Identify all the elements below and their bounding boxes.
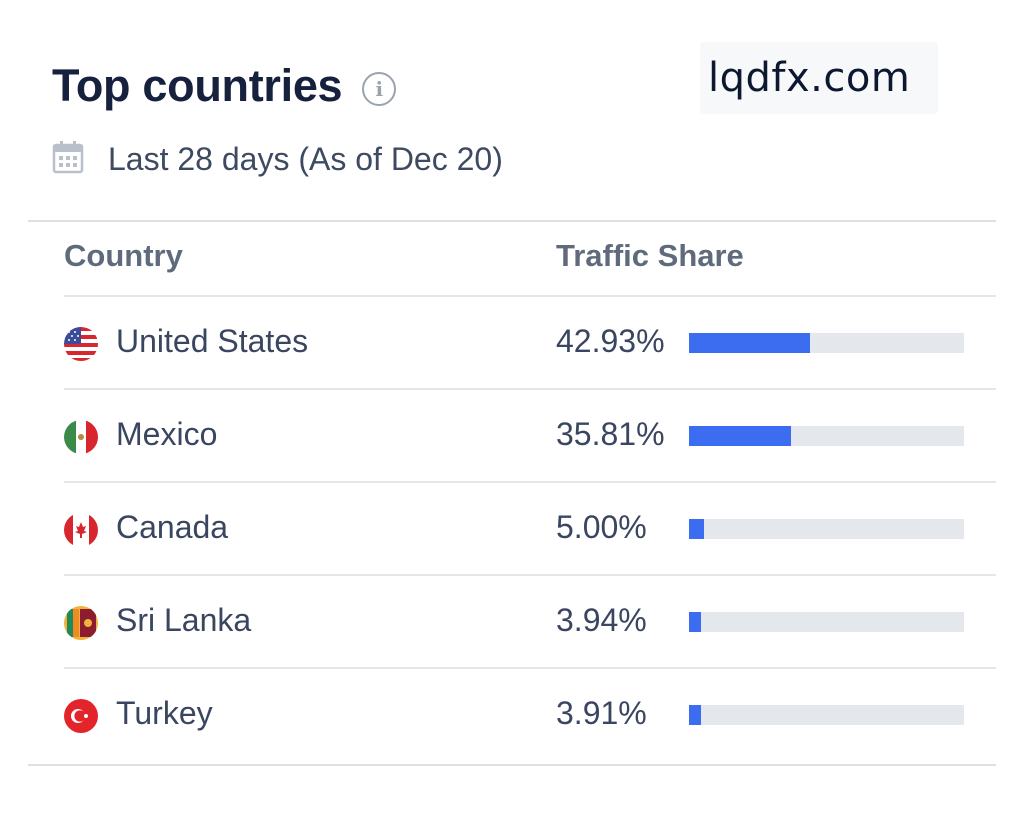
traffic-share-value: 3.94% (556, 602, 647, 638)
table-row[interactable]: United States 42.93% (64, 295, 996, 388)
table-row[interactable]: Canada 5.00% (64, 481, 996, 574)
flag-sri-lanka-icon (64, 606, 98, 640)
country-name: Canada (116, 509, 229, 545)
table-bottom-divider (28, 764, 996, 766)
traffic-share-bar (689, 426, 964, 446)
traffic-share-value: 35.81% (556, 416, 665, 452)
traffic-share-bar (689, 705, 964, 725)
table-row[interactable]: Turkey 3.91% (64, 667, 996, 760)
header-divider (28, 220, 996, 222)
flag-mexico-icon (64, 420, 98, 454)
column-header-traffic-share[interactable]: Traffic Share (556, 238, 744, 273)
calendar-icon (52, 140, 108, 179)
widget-header: Top countries i (52, 60, 397, 112)
date-range-text: Last 28 days (As of Dec 20) (108, 141, 503, 177)
country-name: United States (116, 323, 309, 359)
traffic-share-bar (689, 333, 964, 353)
flag-turkey-icon (64, 699, 98, 733)
traffic-share-bar-fill (689, 612, 701, 632)
country-name: Turkey (116, 695, 213, 731)
watermark-text: lqdfx.com (700, 42, 938, 114)
country-name: Mexico (116, 416, 218, 452)
table-row[interactable]: Mexico 35.81% (64, 388, 996, 481)
column-header-country[interactable]: Country (64, 238, 183, 273)
flag-us-icon (64, 327, 98, 361)
traffic-share-value: 5.00% (556, 509, 647, 545)
table-row[interactable]: Sri Lanka 3.94% (64, 574, 996, 667)
traffic-share-bar-fill (689, 333, 810, 353)
traffic-share-value: 42.93% (556, 323, 665, 359)
country-name: Sri Lanka (116, 602, 252, 638)
traffic-share-value: 3.91% (556, 695, 647, 731)
info-icon[interactable]: i (362, 72, 397, 106)
flag-canada-icon (64, 513, 98, 547)
traffic-share-bar-fill (689, 519, 705, 539)
traffic-share-bar (689, 519, 964, 539)
traffic-share-bar (689, 612, 964, 632)
traffic-share-bar-fill (689, 426, 791, 446)
traffic-share-bar-fill (689, 705, 701, 725)
date-range: Last 28 days (As of Dec 20) (52, 140, 503, 179)
widget-title: Top countries (52, 60, 343, 111)
